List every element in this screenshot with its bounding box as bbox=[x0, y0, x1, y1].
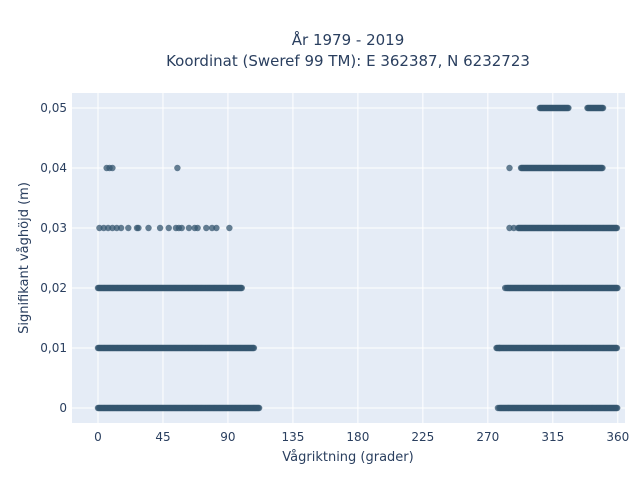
data-point bbox=[599, 104, 607, 112]
data-point bbox=[117, 224, 125, 232]
data-point bbox=[614, 404, 621, 412]
data-point bbox=[156, 224, 164, 232]
data-point bbox=[613, 224, 621, 232]
data-point bbox=[194, 224, 201, 232]
data-point bbox=[203, 224, 210, 232]
x-tick-label: 90 bbox=[220, 430, 235, 444]
data-point bbox=[213, 224, 220, 232]
data-point bbox=[506, 164, 513, 172]
data-point bbox=[510, 224, 518, 232]
data-point bbox=[614, 284, 621, 292]
data-point bbox=[501, 284, 509, 292]
data-point bbox=[599, 164, 606, 172]
data-point bbox=[250, 344, 258, 352]
x-tick-label: 0 bbox=[94, 430, 102, 444]
data-point bbox=[165, 224, 172, 232]
y-tick-label: 0 bbox=[59, 401, 67, 415]
data-point bbox=[494, 404, 502, 412]
data-point bbox=[238, 284, 245, 292]
x-tick-label: 225 bbox=[411, 430, 434, 444]
x-tick-label: 45 bbox=[155, 430, 170, 444]
chart-title: År 1979 - 2019 bbox=[292, 30, 405, 49]
data-point bbox=[145, 224, 152, 232]
x-tick-label: 270 bbox=[476, 430, 499, 444]
data-point bbox=[125, 224, 132, 232]
data-point bbox=[178, 224, 185, 232]
data-points bbox=[94, 104, 621, 412]
y-axis-title: Signifikant våghöjd (m) bbox=[17, 182, 32, 334]
data-point bbox=[109, 164, 116, 172]
x-axis-title: Vågriktning (grader) bbox=[282, 450, 413, 465]
x-tick-label: 135 bbox=[281, 430, 304, 444]
data-point bbox=[226, 224, 233, 232]
y-tick-label: 0,03 bbox=[40, 221, 67, 235]
x-tick-labels: 0 45 90 135 180 225 270 315 360 bbox=[94, 430, 629, 444]
y-tick-labels: 0 0,01 0,02 0,03 0,04 0,05 bbox=[40, 101, 67, 415]
data-point bbox=[174, 164, 181, 172]
data-point bbox=[565, 104, 572, 112]
plot-area bbox=[72, 93, 625, 423]
y-tick-label: 0,04 bbox=[40, 161, 67, 175]
y-tick-label: 0,05 bbox=[40, 101, 67, 115]
data-point bbox=[255, 404, 263, 412]
x-tick-label: 315 bbox=[541, 430, 564, 444]
chart-subtitle: Koordinat (Sweref 99 TM): E 362387, N 62… bbox=[166, 52, 530, 70]
data-point bbox=[135, 224, 142, 232]
y-tick-label: 0,02 bbox=[40, 281, 67, 295]
data-point bbox=[496, 344, 503, 352]
data-point bbox=[185, 224, 193, 232]
data-point bbox=[613, 344, 621, 352]
x-tick-label: 360 bbox=[606, 430, 629, 444]
y-tick-label: 0,01 bbox=[40, 341, 67, 355]
x-tick-label: 180 bbox=[346, 430, 369, 444]
